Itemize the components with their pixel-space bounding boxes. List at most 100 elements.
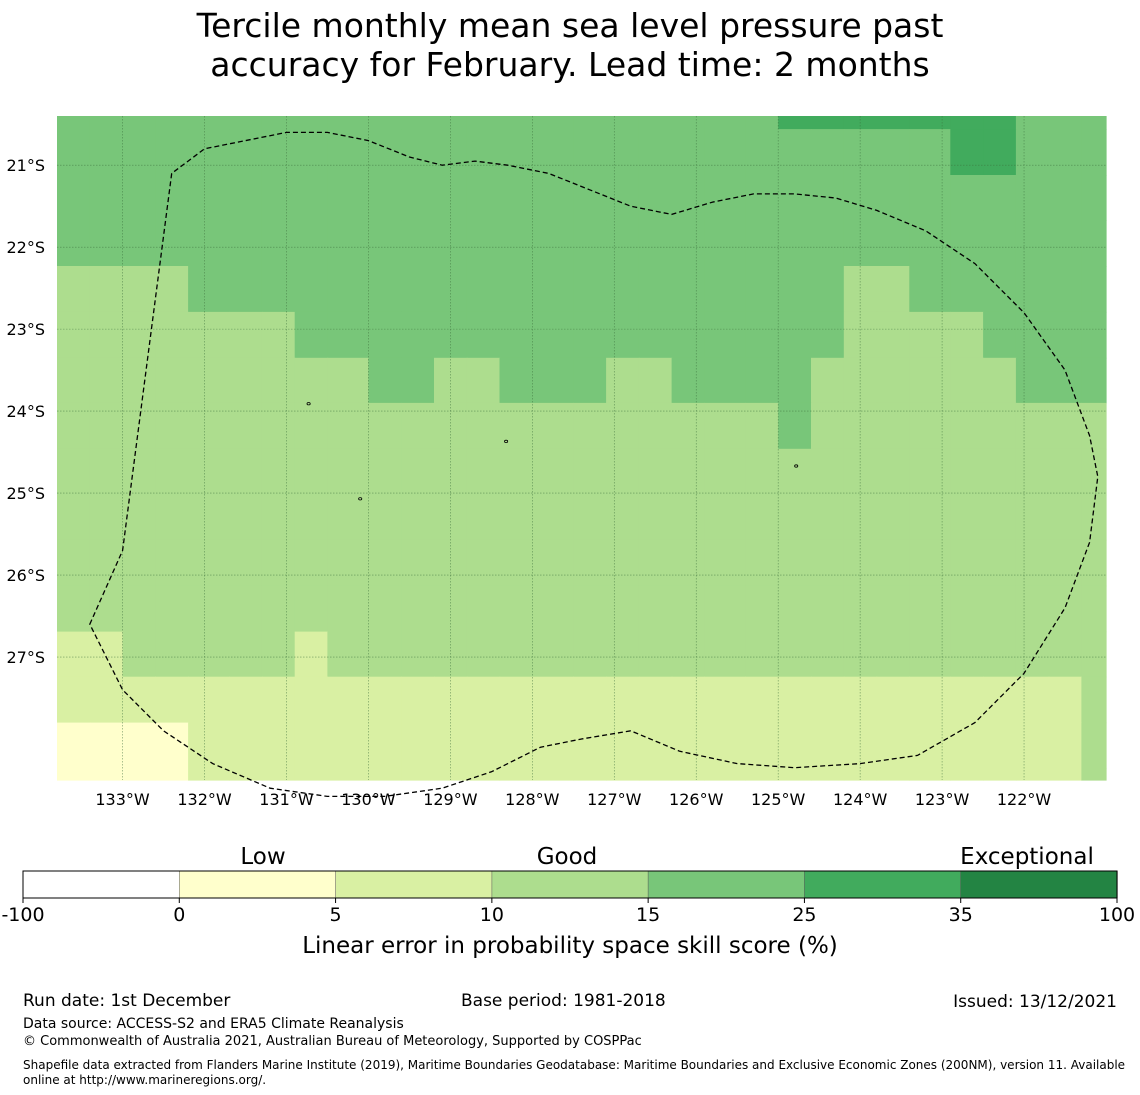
- grid-cell: [401, 402, 435, 450]
- grid-cell: [876, 175, 910, 221]
- grid-cell: [671, 539, 705, 587]
- grid-cell: [811, 357, 845, 404]
- grid-cell: [155, 402, 189, 450]
- grid-cell: [229, 357, 263, 404]
- longitude-label: 127°W: [587, 790, 642, 809]
- grid-cell: [1048, 631, 1082, 678]
- grid-cell: [122, 539, 156, 587]
- longitude-labels: 133°W 132°W 131°W 130°W 129°W 128°W 127°W 126°W…: [95, 790, 1051, 809]
- grid-cell: [950, 448, 984, 496]
- grid-cell: [573, 129, 607, 176]
- colorbar-swatch: [960, 870, 1118, 899]
- grid-cell: [573, 631, 607, 678]
- grid-cell: [638, 311, 673, 359]
- grid-cell: [499, 631, 533, 678]
- grid-cell: [89, 175, 124, 221]
- grid-cell: [811, 722, 845, 770]
- grid-cell: [89, 220, 124, 267]
- grid-cell: [876, 266, 910, 313]
- grid-cell: [1015, 116, 1050, 130]
- copyright: © Commonwealth of Australia 2021, Austra…: [23, 1034, 642, 1049]
- grid-cell: [294, 402, 329, 450]
- grid-cell: [57, 129, 91, 176]
- grid-cell: [294, 175, 329, 221]
- grid-cell: [606, 722, 640, 770]
- grid-cell: [466, 494, 501, 541]
- grid-cell: [671, 402, 705, 450]
- grid-cell: [950, 631, 984, 678]
- grid-cell: [950, 357, 984, 404]
- grid-cell: [843, 220, 878, 267]
- grid-cell: [1081, 494, 1107, 541]
- grid-cell: [909, 357, 951, 404]
- grid-cell: [532, 129, 574, 176]
- grid-cell: [843, 175, 878, 221]
- grid-cell: [983, 539, 1017, 587]
- grid-cell: [229, 116, 263, 130]
- grid-cell: [368, 311, 402, 359]
- grid-cell: [573, 357, 607, 404]
- map-title: Tercile monthly mean sea level pressure …: [0, 6, 1140, 84]
- grid-cell: [778, 631, 812, 678]
- grid-cell: [1015, 585, 1050, 633]
- grid-cell: [155, 768, 189, 781]
- grid-cell: [876, 631, 910, 678]
- grid-cell: [57, 768, 91, 781]
- grid-cell: [1081, 266, 1107, 313]
- longitude-label: 122°W: [997, 790, 1052, 809]
- grid-cell: [261, 585, 296, 633]
- colorbar-tick-label: 5: [330, 904, 342, 926]
- grid-cell: [606, 448, 640, 496]
- grid-cell: [368, 220, 402, 267]
- grid-cell: [876, 116, 910, 130]
- grid-cell: [89, 676, 124, 724]
- grid-cell: [1081, 116, 1107, 130]
- grid-cell: [1081, 357, 1107, 404]
- grid-cell: [229, 402, 263, 450]
- grid-cell: [532, 676, 574, 724]
- grid-cell: [532, 494, 574, 541]
- grid-cell: [876, 129, 910, 176]
- grid-cell: [229, 539, 263, 587]
- grid-cell: [1048, 311, 1082, 359]
- grid-cell: [434, 402, 468, 450]
- colorbar-tick-label: 35: [949, 904, 973, 926]
- grid-cell: [434, 539, 468, 587]
- grid-cell: [327, 311, 369, 359]
- grid-cell: [671, 116, 705, 130]
- grid-cell: [327, 402, 369, 450]
- grid-cell: [261, 129, 296, 176]
- grid-cell: [876, 676, 910, 724]
- grid-cell: [1081, 220, 1107, 267]
- grid-cell: [745, 585, 779, 633]
- grid-cell: [1015, 266, 1050, 313]
- grid-cell: [606, 539, 640, 587]
- skill-score-map: 133°W 132°W 131°W 130°W 129°W 128°W 127°W 126°W…: [1, 116, 1135, 959]
- grid-cell: [261, 768, 296, 781]
- grid-cell: [89, 539, 124, 587]
- grid-cell: [638, 129, 673, 176]
- grid-cell: [1048, 129, 1082, 176]
- grid-cell: [606, 175, 640, 221]
- grid-cell: [745, 539, 779, 587]
- grid-cell: [671, 311, 705, 359]
- grid-cell: [368, 266, 402, 313]
- grid-cell: [327, 631, 369, 678]
- grid-cell: [57, 448, 91, 496]
- grid-cell: [499, 175, 533, 221]
- grid-cell: [188, 116, 230, 130]
- grid-cell: [876, 585, 910, 633]
- grid-cell: [155, 494, 189, 541]
- grid-cell: [261, 311, 296, 359]
- grid-cell: [499, 402, 533, 450]
- grid-cell: [188, 585, 230, 633]
- grid-cell: [499, 220, 533, 267]
- grid-cell: [704, 722, 746, 770]
- grid-cell: [950, 266, 984, 313]
- grid-cell: [843, 448, 878, 496]
- grid-cell: [606, 768, 640, 781]
- grid-cell: [294, 357, 329, 404]
- grid-cell: [1048, 357, 1082, 404]
- grid-cell: [89, 357, 124, 404]
- grid-cell: [368, 676, 402, 724]
